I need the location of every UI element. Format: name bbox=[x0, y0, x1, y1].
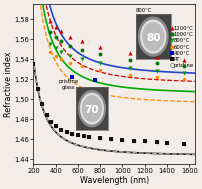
Text: 800°C
7.7 GPa: 800°C 7.7 GPa bbox=[136, 8, 156, 19]
Y-axis label: Refractive index: Refractive index bbox=[4, 51, 13, 117]
X-axis label: Wavelength (nm): Wavelength (nm) bbox=[80, 176, 149, 185]
Legend: 1200°C, 1000°C, 800°C, 600°C, 400°C, RT, pristine: 1200°C, 1000°C, 800°C, 600°C, 400°C, RT,… bbox=[170, 26, 194, 68]
Text: pristine
glass: pristine glass bbox=[59, 79, 79, 90]
